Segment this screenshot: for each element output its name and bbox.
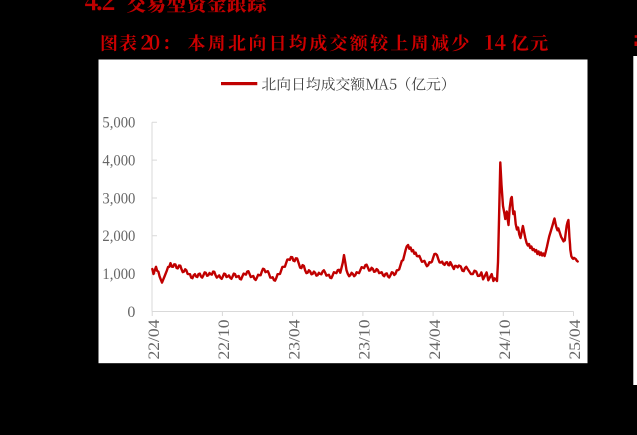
svg-text:24/10: 24/10 — [497, 320, 514, 360]
svg-text:0: 0 — [127, 304, 135, 321]
svg-text:5,000: 5,000 — [102, 115, 135, 132]
svg-text:4,000: 4,000 — [102, 152, 135, 169]
svg-text:2,000: 2,000 — [102, 228, 135, 245]
svg-text:22/10: 22/10 — [216, 320, 233, 360]
svg-text:3,000: 3,000 — [102, 190, 135, 207]
svg-text:23/04: 23/04 — [286, 320, 303, 360]
svg-text:24/04: 24/04 — [427, 320, 444, 360]
svg-text:1,000: 1,000 — [102, 266, 135, 283]
svg-text:23/10: 23/10 — [357, 320, 374, 360]
svg-text:25/04: 25/04 — [567, 320, 584, 360]
svg-text:22/04: 22/04 — [146, 320, 163, 360]
